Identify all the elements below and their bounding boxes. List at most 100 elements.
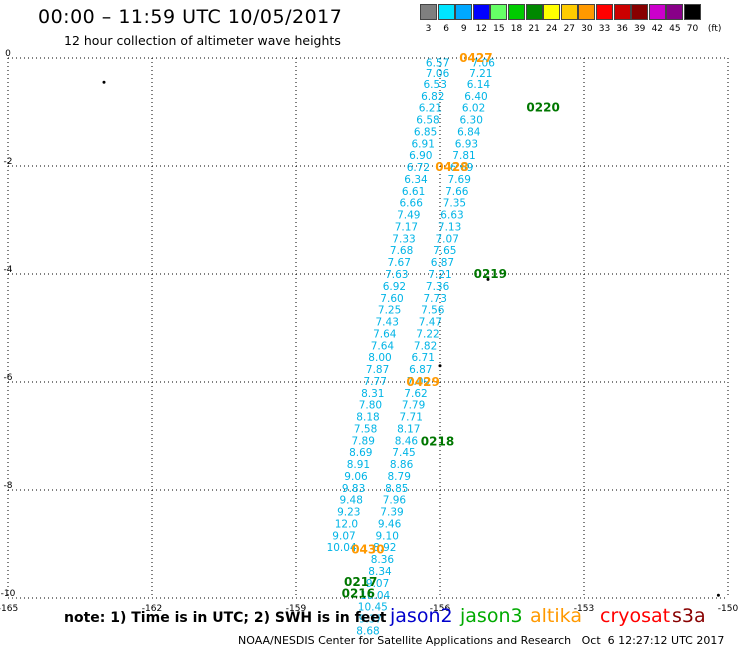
color-scale-label: 30 [581,24,593,34]
swh-value-label: 6.72 [407,162,430,174]
swh-value-label: 6.21 [419,103,442,115]
color-swatch-24 [543,4,561,20]
note-text: note: 1) Time is in UTC; 2) SWH is in fe… [64,610,387,626]
swh-value-label: 8.34 [368,566,392,578]
time-label: 0219 [474,267,507,281]
color-swatch-15 [490,4,508,20]
color-scale-label: 39 [633,24,646,34]
swh-value-label: 6.84 [457,126,481,138]
swh-value-label: 7.73 [424,293,447,305]
swh-value-label: 6.93 [455,138,478,150]
color-swatch-9 [455,4,473,20]
color-swatch-70 [684,4,701,20]
swh-value-label: 6.92 [383,281,406,293]
swh-value-label: 7.06 [426,68,450,80]
legend-jason2: jason2 [390,605,453,627]
swh-value-label: 7.17 [395,221,418,233]
swh-value-label: 6.34 [404,174,428,186]
swh-value-label: 6.30 [460,115,483,127]
data-dot [486,277,490,281]
swh-value-label: 7.77 [364,376,387,388]
color-scale-label: 3 [425,24,432,34]
color-scale-label: 21 [528,24,540,34]
swh-value-label: 6.14 [467,79,491,91]
data-dot [716,593,720,597]
swh-value-label: 10.04 [360,590,390,602]
swh-value-label: 8.31 [361,388,384,400]
swh-value-label: 8.69 [349,447,372,459]
time-label: 0428 [435,160,468,174]
swh-value-label: 7.58 [354,423,377,435]
swh-value-label: 6.91 [412,138,435,150]
color-scale-label: 12 [475,24,488,34]
swh-value-label: 7.66 [445,186,469,198]
page-title: 00:00 – 11:59 UTC 10/05/2017 [38,6,343,28]
legend-jason3: jason3 [460,605,523,627]
time-label: 0220 [526,101,559,115]
swh-value-label: 9.83 [342,483,365,495]
swh-value-label: 7.33 [392,233,415,245]
swh-value-label: 9.37 [359,614,382,626]
swh-value-label: 8.00 [368,352,391,364]
color-scale-label: 42 [651,24,664,34]
swh-value-label: 8.91 [347,459,370,471]
time-label: 0218 [421,434,454,448]
color-swatch-18 [508,4,525,20]
swh-value-label: 7.45 [392,447,415,459]
swh-value-label: 6.66 [400,198,424,210]
swh-value-label: 8.92 [373,542,396,554]
footer-credit: NOAA/NESDIS Center for Satellite Applica… [238,634,725,647]
color-scale-label: 15 [493,24,505,34]
swh-value-label: 7.89 [352,435,375,447]
swh-value-label: 6.58 [416,115,439,127]
swh-value-label: 8.36 [371,554,395,566]
swh-value-label: 6.71 [412,352,435,364]
legend-s3a: s3a [672,605,706,627]
swh-value-label: 7.82 [414,340,437,352]
swh-value-label: 9.07 [332,530,355,542]
time-label: 0427 [459,51,492,65]
color-swatch-36 [613,4,631,20]
swh-value-label: 6.87 [431,257,454,269]
swh-value-label: 6.82 [421,91,444,103]
color-swatch-45 [666,4,684,20]
color-swatch-27 [560,4,578,20]
swh-value-label: 7.71 [400,412,423,424]
swh-value-label: 8.18 [356,412,379,424]
x-tick-label: -150 [718,604,739,614]
swh-value-label: 7.56 [421,305,445,317]
swh-value-label: 9.46 [378,518,402,530]
x-tick-label: -162 [142,604,162,614]
swh-value-label: 7.87 [366,364,389,376]
swh-value-label: 8.85 [385,483,408,495]
swh-value-label: 6.57 [426,57,449,69]
swh-value-label: 6.87 [409,364,432,376]
time-label: 0216 [342,587,375,601]
color-scale-label: 33 [598,24,611,34]
swh-value-label: 7.13 [438,221,461,233]
swh-value-label: 6.85 [414,126,437,138]
swh-value-label: 7.67 [388,257,411,269]
swh-value-label: 6.63 [440,210,463,222]
swh-value-label: 12.0 [335,518,358,530]
swh-value-label: 7.39 [380,507,403,519]
x-tick-label: -165 [0,604,18,614]
y-tick-label: 0 [5,49,11,59]
x-tick-label: -153 [574,604,594,614]
y-tick-label: -6 [4,373,13,383]
swh-value-label: 7.09 [407,376,430,388]
swh-value-label: 7.96 [383,495,407,507]
data-dot [102,80,106,84]
swh-value-label: 7.35 [443,198,466,210]
swh-value-label: 7.47 [419,317,442,329]
color-scale-label: 36 [616,24,628,34]
swh-value-label: 6.61 [402,186,425,198]
swh-value-label: 6.69 [450,162,473,174]
color-scale-label: 27 [563,24,576,34]
swh-value-label: 7.36 [426,281,450,293]
swh-value-label: 7.25 [378,305,401,317]
time-label: 0429 [406,375,439,389]
swh-value-label: 8.46 [395,435,419,447]
swh-value-label: 7.68 [390,245,413,257]
